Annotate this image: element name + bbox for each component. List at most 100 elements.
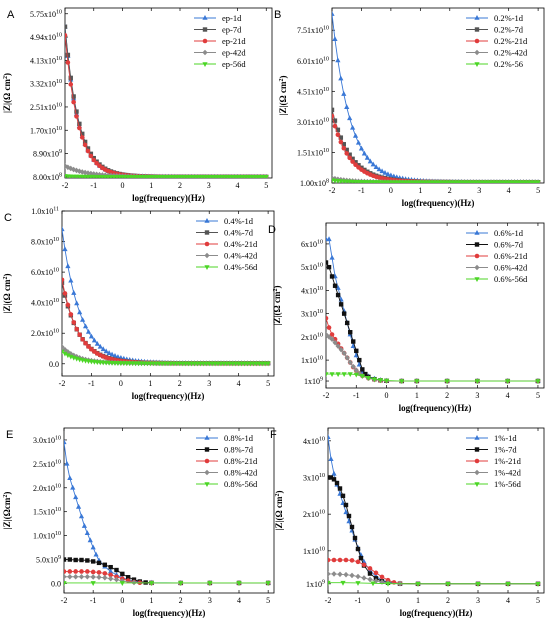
data-point: [326, 331, 329, 338]
data-point: [335, 343, 341, 349]
data-point: [329, 274, 335, 279]
data-point: [332, 123, 338, 129]
chart-panel-c: C -2 -1 0 1 2 3 4 5 0.0 2.0x1010 4.0x1010 6.0x1010 8.…: [2, 207, 275, 401]
data-point: [337, 571, 343, 578]
legend-label: 0.4%-1d: [224, 216, 254, 226]
data-point: [344, 147, 349, 153]
data-point: [77, 125, 82, 131]
x-tick-label: -2: [59, 379, 66, 388]
legend-entry: 0.6%-42d: [466, 263, 528, 273]
series-0.4%-21d: [62, 277, 271, 366]
legend-label: 0.2%-1d: [494, 13, 524, 23]
data-point: [355, 573, 361, 580]
y-tick-label: 5x1010: [301, 263, 323, 273]
y-tick-label: 4.51x1010: [297, 87, 329, 97]
x-tick-label: -1: [90, 596, 97, 605]
data-point: [74, 300, 80, 306]
y-tick-label: 3x1010: [301, 309, 323, 319]
data-point: [344, 320, 350, 326]
legend-entry: 1%-21d: [466, 456, 522, 466]
data-point: [343, 502, 349, 508]
legend-marker: [204, 482, 210, 487]
data-point: [76, 168, 82, 175]
y-tick-label: 6x1010: [301, 239, 323, 249]
legend-marker: [474, 27, 480, 32]
data-point: [335, 57, 341, 63]
y-axis-label: |Z|(Ω cm2): [278, 76, 288, 116]
data-point: [352, 535, 358, 541]
legend-entry: 1%-1d: [466, 433, 517, 443]
panel-letter: F: [270, 429, 277, 441]
data-point: [347, 359, 353, 366]
y-tick-label: 4x1010: [301, 286, 323, 296]
data-point: [363, 371, 368, 377]
data-point: [114, 567, 119, 573]
data-point: [62, 351, 68, 357]
data-point: [90, 581, 96, 586]
data-point: [79, 135, 85, 140]
y-tick-label: 1x109: [306, 579, 325, 589]
x-tick-label: 3: [207, 181, 211, 190]
data-point: [108, 572, 113, 578]
data-point: [331, 557, 337, 563]
data-point: [346, 513, 352, 519]
data-point: [65, 302, 71, 308]
data-point: [332, 336, 338, 342]
data-point: [85, 558, 90, 563]
legend-label: 0.2%-56: [494, 59, 523, 69]
data-point: [64, 460, 70, 466]
y-tick-label: 7.51x1010: [297, 26, 329, 36]
data-point: [379, 579, 385, 585]
legend-entry: ep-1d: [194, 13, 242, 23]
x-tick-label: 5: [264, 181, 268, 190]
data-point: [64, 573, 67, 580]
data-point: [361, 562, 367, 568]
data-point: [82, 142, 88, 148]
data-point: [326, 325, 332, 330]
data-point: [86, 344, 91, 349]
legend-label: ep-21d: [222, 36, 246, 46]
data-point: [332, 113, 335, 119]
data-point: [382, 169, 388, 175]
legend-entry: 0.8%-42d: [196, 468, 258, 478]
data-point: [349, 558, 355, 563]
data-point: [367, 571, 373, 576]
data-point: [67, 569, 73, 574]
data-point: [329, 372, 335, 378]
legend-marker: [204, 435, 210, 440]
data-point: [357, 357, 362, 363]
data-point: [79, 569, 84, 574]
data-point: [80, 131, 85, 137]
legend-entry: ep-7d: [194, 25, 242, 35]
legend-marker: [474, 458, 480, 464]
legend-entry: 0.4%-7d: [196, 228, 254, 238]
data-point: [370, 581, 376, 587]
chart-panel-f: F -2 -1 0 1 2 3 4 5 1x109 1x1010 2x1010 3x1010 4x1010…: [270, 427, 545, 618]
y-axis-label: |Z|(Ω cm2): [2, 73, 12, 113]
legend-label: ep-7d: [222, 25, 242, 35]
legend-entry: 0.2%-1d: [466, 13, 524, 23]
legend-entry: 0.6%-21d: [466, 251, 528, 261]
legend-marker: [474, 38, 480, 44]
x-tick-label: 2: [179, 596, 183, 605]
panel-letter: B: [274, 9, 281, 21]
data-point: [505, 582, 511, 587]
data-point: [353, 162, 358, 168]
data-point: [331, 477, 337, 482]
legend-marker: [474, 469, 480, 476]
data-point: [91, 337, 97, 343]
data-point: [85, 146, 91, 151]
data-point: [74, 326, 80, 332]
data-point: [109, 351, 115, 357]
legend-label: 0.6%-7d: [494, 240, 524, 250]
y-axis-label: |Z|(Ω cm2): [274, 491, 284, 531]
legend-entry: 1%-7d: [466, 445, 517, 455]
data-point: [112, 352, 118, 358]
data-point: [326, 315, 329, 321]
data-point: [67, 557, 73, 562]
legend-marker: [474, 277, 480, 282]
data-point: [347, 372, 353, 378]
data-point: [353, 160, 358, 165]
data-point: [102, 562, 108, 567]
legend-marker: [474, 253, 480, 259]
